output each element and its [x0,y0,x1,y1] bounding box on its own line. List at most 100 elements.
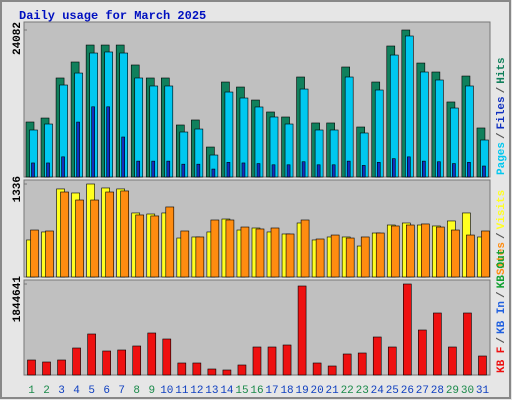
bar [327,365,337,376]
bar [482,165,486,178]
chart-title: Daily usage for March 2025 [19,9,206,23]
bar [345,237,355,278]
bar [177,362,187,376]
y-tick-label: 24082 [12,22,24,55]
bar [360,236,370,278]
x-tick-label: 25 [386,385,399,397]
bar [467,162,471,178]
bar [297,285,307,376]
bar [192,362,202,376]
x-tick-label: 30 [461,385,474,397]
bar [407,156,411,178]
bar [151,160,156,178]
bar [451,229,460,278]
bar [87,333,96,376]
bar [61,156,65,178]
bar [312,362,322,376]
bar [102,350,111,376]
bar [181,163,186,178]
bar [237,364,247,376]
bar [267,346,277,376]
bar [180,230,190,278]
x-tick-label: 16 [250,385,263,397]
x-tick-label: 29 [446,385,459,397]
bar [30,229,39,278]
bar [391,158,396,178]
legend-entry: KB F [496,347,508,373]
bar [481,230,490,278]
x-tick-label: 28 [431,385,444,397]
bar [45,230,54,278]
y-tick-label: 1844641 [12,276,24,323]
bar [241,162,246,178]
bar [75,199,84,278]
bar [390,225,400,278]
bar [136,160,141,178]
bar [315,238,325,278]
legend-entry: Files [496,96,508,129]
bar [448,346,457,376]
x-tick-label: 27 [416,385,429,397]
x-tick-label: 15 [235,385,248,397]
bar [120,190,129,278]
legend: KB F / KB In / KB Out [496,249,508,373]
bar [436,226,445,278]
x-tick-label: 7 [118,385,125,397]
bar [135,214,145,278]
x-tick-label: 6 [103,385,110,397]
bar [342,353,352,376]
bar [46,162,50,178]
x-tick-label: 3 [58,385,65,397]
bar [147,332,157,376]
legend: Pages / Files / Hits [496,57,508,175]
bar [121,136,125,178]
bar [271,164,276,178]
legend-entry: KB In [496,301,508,334]
x-tick-label: 18 [280,385,293,397]
x-tick-label: 22 [341,385,354,397]
bar [226,162,231,178]
legend-separator: / [496,232,508,239]
bar [387,346,397,376]
bar [422,160,426,178]
bar [256,163,261,178]
x-tick-label: 2 [43,385,50,397]
bar [211,168,216,178]
bar [91,106,95,178]
bar [357,352,367,376]
bar [316,164,321,178]
bar [421,223,430,278]
bar [270,227,280,278]
legend-entry: Pages [496,142,508,175]
bar [225,219,235,278]
x-tick-label: 8 [133,385,140,397]
legend-entry: Hits [496,57,508,83]
x-tick-label: 10 [160,385,173,397]
bar [331,164,336,178]
x-tick-label: 20 [311,385,324,397]
x-tick-label: 14 [220,385,234,397]
bar [207,368,217,376]
legend-separator: / [496,337,508,344]
bar [195,236,205,278]
bar [282,344,292,376]
bar [222,369,232,376]
legend-entry: KB Out [496,249,508,289]
bar [403,283,412,376]
bar [418,329,427,376]
bar [27,359,36,376]
bar [105,191,114,278]
legend-entry: Sites [496,242,508,275]
x-tick-label: 11 [175,385,189,397]
bar [31,162,35,178]
bar [286,164,291,178]
bar [406,224,415,278]
bar [372,336,382,376]
bar [42,361,51,376]
bar [285,233,295,278]
bar [255,228,265,278]
x-tick-label: 24 [371,385,385,397]
legend: Sites / Visits [496,190,508,275]
legend-entry: Visits [496,190,508,230]
